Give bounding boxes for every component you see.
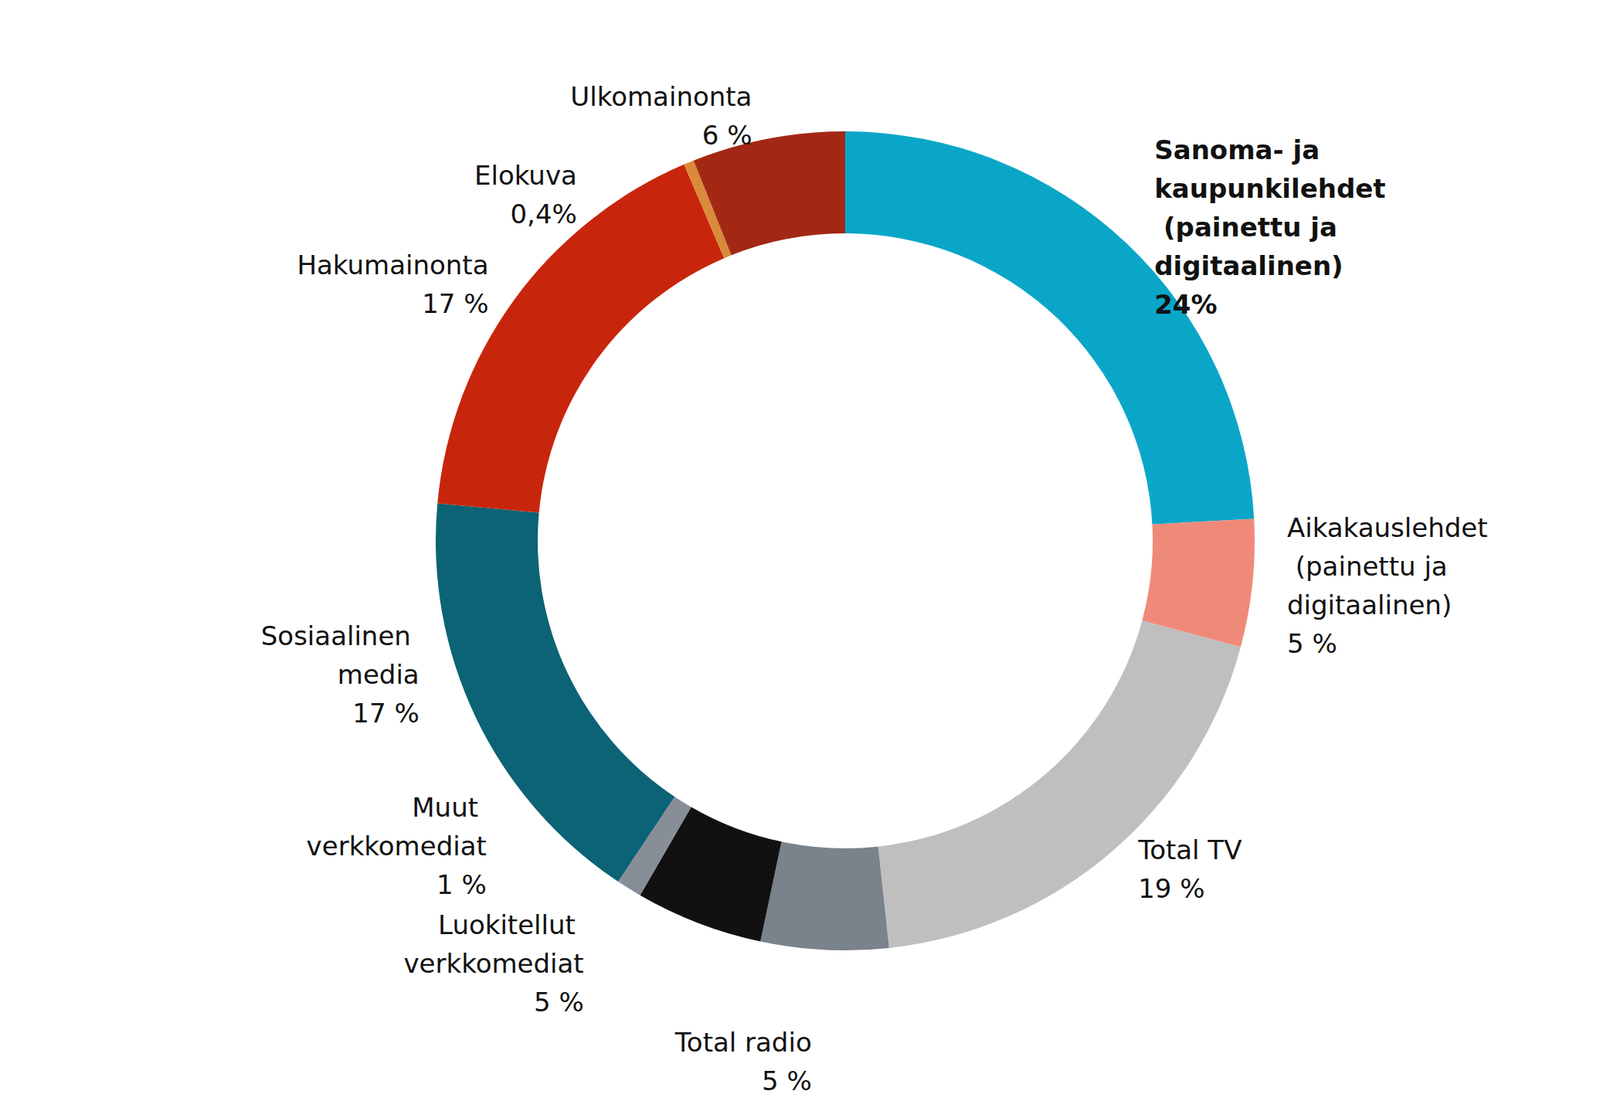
svg-text:19 %: 19 % <box>1138 873 1205 904</box>
svg-text:Hakumainonta: Hakumainonta <box>296 249 489 281</box>
svg-text:verkkomediat: verkkomediat <box>403 947 584 979</box>
svg-text:Aikakauslehdet: Aikakauslehdet <box>1287 512 1488 544</box>
svg-text:verkkomediat: verkkomediat <box>306 830 487 862</box>
svg-text:17 %: 17 % <box>352 697 419 729</box>
svg-text:Total TV: Total TV <box>1137 834 1242 866</box>
svg-text:Muut: Muut <box>411 791 487 823</box>
svg-text:Sanoma- ja: Sanoma- ja <box>1154 134 1329 166</box>
svg-text:1 %: 1 % <box>436 869 487 901</box>
svg-text:0,4%: 0,4% <box>509 198 577 230</box>
svg-text:Total radio: Total radio <box>674 1026 812 1058</box>
svg-text:Ulkomainonta: Ulkomainonta <box>570 81 752 113</box>
svg-text:5 %: 5 % <box>761 1065 812 1097</box>
svg-text:Luokitellut: Luokitellut <box>438 909 585 941</box>
svg-text:digitaalinen): digitaalinen) <box>1287 589 1452 621</box>
svg-text:5 %: 5 % <box>1287 628 1338 660</box>
svg-text:6 %: 6 % <box>702 119 753 151</box>
svg-text:kaupunkilehdet: kaupunkilehdet <box>1154 173 1386 204</box>
svg-text:digitaalinen): digitaalinen) <box>1154 250 1343 282</box>
svg-text:Sosiaalinen: Sosiaalinen <box>261 620 420 652</box>
svg-text:media: media <box>337 659 420 690</box>
svg-text:17 %: 17 % <box>421 288 489 320</box>
svg-text:24%: 24% <box>1154 288 1217 320</box>
svg-text:(painettu ja: (painettu ja <box>1154 211 1347 243</box>
svg-text:Elokuva: Elokuva <box>474 159 578 191</box>
svg-text:(painettu ja: (painettu ja <box>1287 550 1457 582</box>
svg-text:5 %: 5 % <box>533 986 585 1018</box>
